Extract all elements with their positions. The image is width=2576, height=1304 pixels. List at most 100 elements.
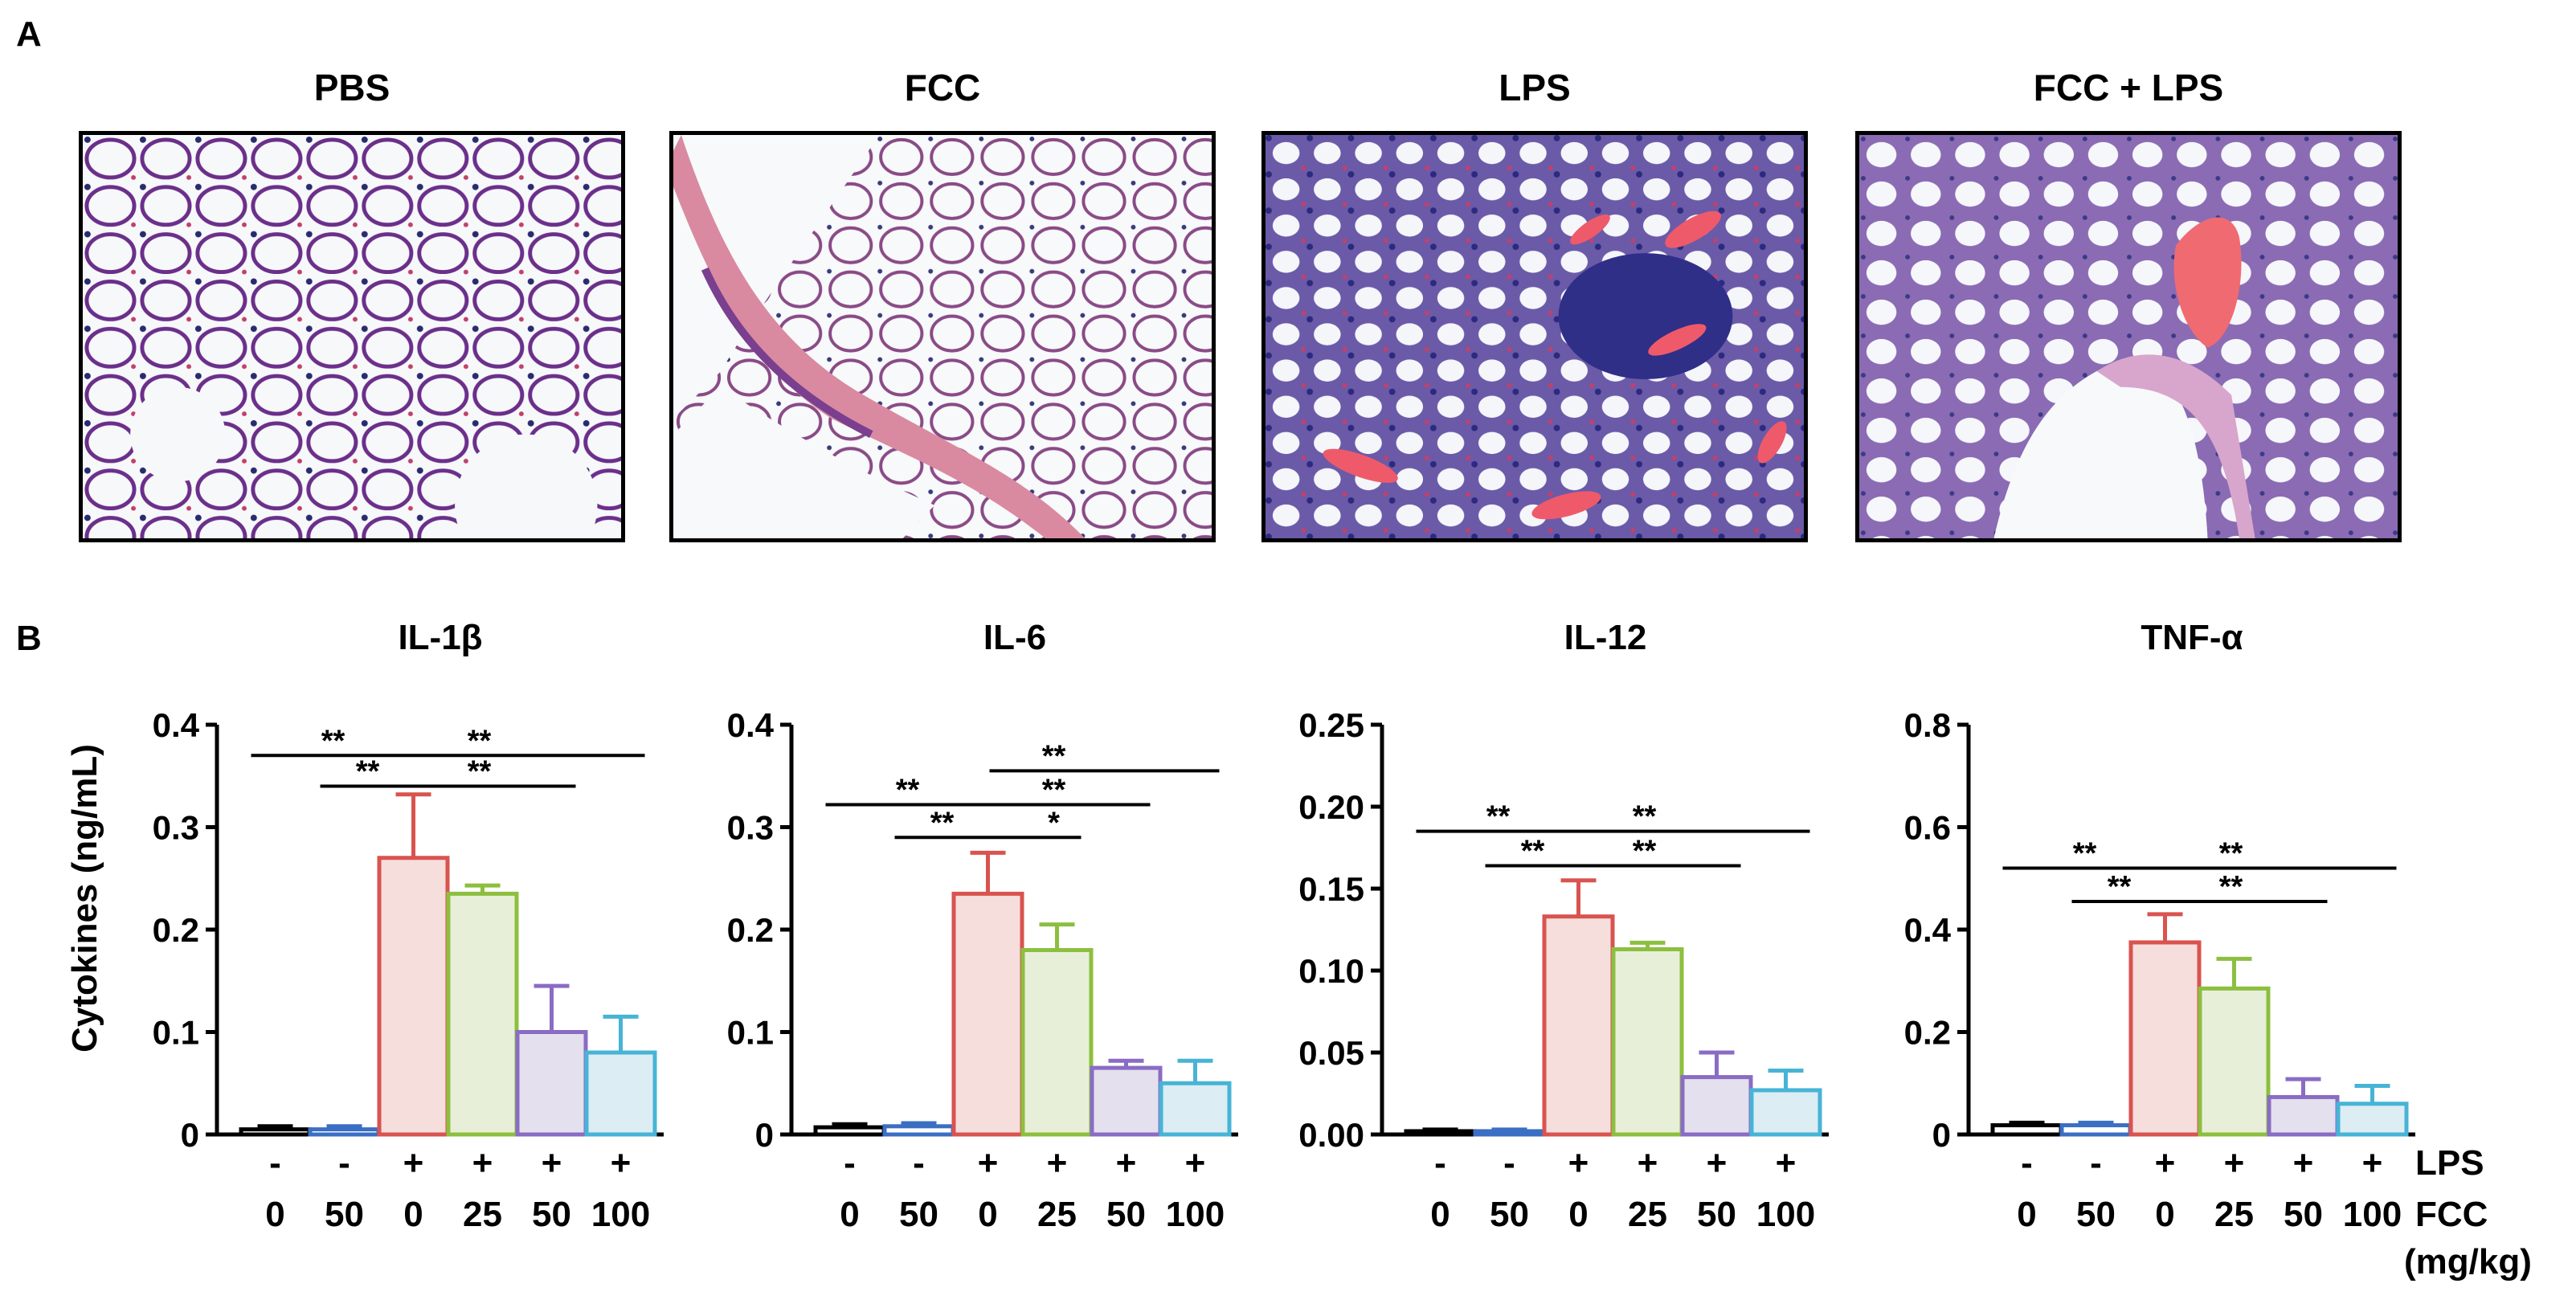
- bar: [446, 891, 519, 1137]
- significance-label: **: [1633, 834, 1657, 868]
- bar: [584, 1050, 657, 1137]
- significance-label: **: [1521, 834, 1545, 868]
- significance-label: **: [2108, 870, 2132, 904]
- bar: [2128, 940, 2202, 1137]
- significance-label: **: [930, 806, 955, 840]
- significance-label: **: [321, 724, 346, 758]
- fcc-dose: 50: [325, 1195, 364, 1234]
- fcc-dose: 0: [840, 1195, 859, 1234]
- chart-title: TNF-α: [2141, 618, 2243, 657]
- lps-value: +: [2362, 1143, 2383, 1183]
- bar: [515, 1030, 588, 1137]
- bar: [377, 856, 450, 1137]
- lps-value: -: [269, 1143, 281, 1183]
- fcc-dose: 0: [265, 1195, 284, 1234]
- chart-title: IL-12: [1564, 618, 1647, 657]
- bar: [2198, 986, 2271, 1137]
- lps-value: +: [1116, 1143, 1137, 1183]
- fcc-dose: 0: [2017, 1195, 2036, 1234]
- y-tick-label: 0: [181, 1116, 199, 1154]
- fcc-dose: 0: [403, 1195, 423, 1234]
- lps-value: -: [1503, 1143, 1515, 1183]
- bar: [1990, 1123, 2063, 1137]
- bar: [1090, 1065, 1163, 1137]
- significance-label: **: [2073, 837, 2097, 871]
- y-tick-label: 0.4: [727, 706, 775, 744]
- fcc-dose: 50: [532, 1195, 571, 1234]
- y-tick-label: 0: [755, 1116, 774, 1154]
- y-tick-label: 0.4: [153, 706, 200, 744]
- lps-value: +: [2293, 1143, 2314, 1183]
- histology-title-fcc-lps: FCC + LPS: [2033, 67, 2224, 108]
- lps-value: +: [1776, 1143, 1797, 1183]
- bar: [1611, 946, 1684, 1137]
- bar: [1473, 1129, 1546, 1137]
- histology-title-pbs: PBS: [313, 67, 390, 108]
- lps-value: +: [472, 1143, 493, 1183]
- lps-value: +: [2155, 1143, 2176, 1183]
- y-tick-label: 0.1: [727, 1014, 774, 1052]
- bar: [2336, 1102, 2409, 1137]
- bar: [882, 1124, 955, 1137]
- bar: [813, 1125, 886, 1137]
- y-tick-label: 0.10: [1298, 952, 1364, 990]
- lps-value: +: [2224, 1143, 2245, 1183]
- lps-value: +: [1568, 1143, 1589, 1183]
- fcc-dose: 25: [463, 1195, 502, 1234]
- fcc-dose: 100: [1756, 1195, 1815, 1234]
- fcc-dose: 50: [2076, 1195, 2116, 1234]
- y-tick-label: 0.3: [727, 809, 774, 847]
- fcc-dose: 0: [1430, 1195, 1450, 1234]
- lps-value: +: [542, 1143, 562, 1183]
- fcc-row-label: FCC: [2415, 1195, 2488, 1234]
- lps-value: +: [403, 1143, 424, 1183]
- significance-label: **: [1486, 800, 1511, 834]
- bar: [1159, 1081, 1232, 1137]
- fcc-dose: 100: [2343, 1195, 2402, 1234]
- histology-image-fcc: [669, 131, 1216, 542]
- bar: [1542, 914, 1615, 1137]
- significance-label: *: [1048, 806, 1060, 840]
- y-tick-label: 0.00: [1298, 1116, 1364, 1154]
- y-tick-label: 0.6: [1904, 809, 1951, 847]
- significance-label: **: [2219, 870, 2243, 904]
- y-tick-label: 0.4: [1904, 911, 1952, 949]
- fcc-dose: 50: [1106, 1195, 1146, 1234]
- histology-title-lps: LPS: [1499, 67, 1571, 108]
- panel-label-b: B: [16, 619, 42, 658]
- y-tick-label: 0.2: [727, 911, 774, 949]
- fcc-dose: 50: [2284, 1195, 2323, 1234]
- lps-value: -: [2021, 1143, 2033, 1183]
- y-tick-label: 0.8: [1904, 706, 1951, 744]
- bar: [1680, 1075, 1753, 1137]
- significance-label: **: [896, 773, 920, 807]
- y-tick-label: 0.20: [1298, 788, 1364, 826]
- fcc-dose: 0: [2155, 1195, 2174, 1234]
- panel-label-a: A: [16, 14, 42, 54]
- significance-label: **: [1042, 773, 1066, 807]
- unit-label: (mg/kg): [2404, 1242, 2532, 1282]
- histology-title-fcc: FCC: [904, 67, 981, 108]
- lps-value: +: [1185, 1143, 1206, 1183]
- bar: [308, 1127, 381, 1137]
- y-tick-label: 0.05: [1298, 1034, 1364, 1072]
- fcc-dose: 0: [1568, 1195, 1588, 1234]
- significance-label: **: [356, 755, 380, 789]
- fcc-dose: 25: [1037, 1195, 1077, 1234]
- lps-value: +: [1707, 1143, 1728, 1183]
- y-tick-label: 0.15: [1298, 870, 1364, 908]
- significance-label: **: [1633, 800, 1657, 834]
- y-tick-label: 0: [1932, 1116, 1951, 1154]
- fcc-dose: 50: [1490, 1195, 1529, 1234]
- lps-value: +: [978, 1143, 999, 1183]
- y-tick-label: 0.25: [1298, 706, 1364, 744]
- fcc-dose: 50: [1697, 1195, 1736, 1234]
- chart-title: IL-6: [983, 618, 1046, 657]
- fcc-dose: 25: [1628, 1195, 1667, 1234]
- lps-row-label: LPS: [2415, 1143, 2484, 1183]
- lps-value: +: [1638, 1143, 1658, 1183]
- fcc-dose: 0: [978, 1195, 997, 1234]
- bar: [951, 891, 1024, 1137]
- lps-value: -: [913, 1143, 925, 1183]
